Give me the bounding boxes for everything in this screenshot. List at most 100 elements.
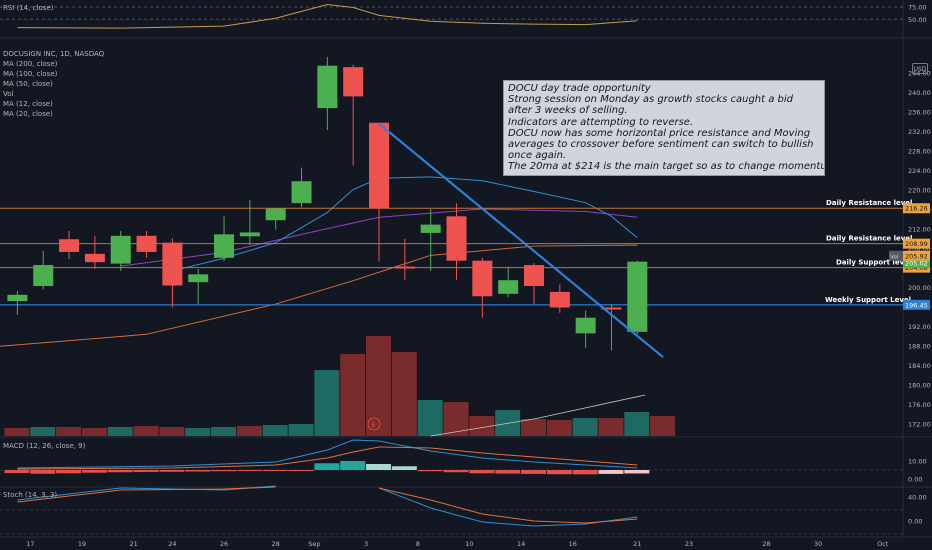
time-tick-label: Sep [308, 540, 320, 548]
note-line: Indicators are attempting to reverse. [508, 116, 694, 128]
candle-body [317, 65, 338, 109]
macd-histogram-bar [236, 470, 262, 471]
note-line: after 3 weeks of selling. [508, 105, 628, 117]
current-price-text: 205.02 [905, 260, 928, 268]
candle-body [524, 265, 544, 287]
macd-histogram-bar [546, 470, 572, 475]
candle-body [84, 253, 105, 263]
candle-body [549, 291, 570, 308]
indicator-ma12: MA (12, close) [3, 100, 53, 108]
time-tick-label: 21 [129, 540, 137, 548]
macd-histogram-bar [340, 461, 366, 470]
candle-body [343, 67, 364, 97]
level-label: Weekly Support Level [825, 296, 911, 304]
downtrend-line [378, 122, 664, 359]
note-line: DOCU now has some horizontal price resis… [508, 127, 811, 139]
currency-button[interactable]: USD [912, 63, 928, 74]
macd-histogram-bar [56, 470, 82, 474]
candle-body [214, 234, 235, 258]
volume-ma-line [430, 394, 646, 437]
volume-bar [133, 426, 159, 436]
price-tick-label: 176.00 [908, 401, 931, 409]
macd-histogram-bar [624, 470, 650, 474]
time-tick-label: 30 [814, 540, 822, 548]
volume-bar [159, 427, 185, 436]
macd-label: MACD (12, 26, close, 9) [3, 442, 86, 450]
vol-badge-text: Vol [890, 254, 899, 260]
current-price-badge [903, 258, 930, 269]
candle-body [265, 208, 286, 221]
time-tick-label: 28 [272, 540, 280, 548]
macd-tick-label: 0.00 [908, 476, 922, 484]
level-price-text: 216.26 [905, 205, 928, 213]
time-tick-label: 3 [364, 540, 368, 548]
earnings-marker-letter: E [372, 421, 376, 429]
indicator-vol: Vol [3, 90, 14, 98]
candle-body [136, 235, 157, 252]
candle-body [601, 307, 622, 310]
candle-body [369, 122, 390, 209]
candle-body [575, 317, 596, 334]
time-tick-label: 26 [220, 540, 228, 548]
stoch-d-line [17, 486, 276, 503]
volume-bar [314, 370, 340, 436]
volume-bar [391, 352, 417, 436]
level-label: Daily Resistance level [826, 235, 912, 243]
time-tick-label: 17 [26, 540, 34, 548]
volume-bar [107, 427, 133, 436]
rsi-label: RSI (14, close) [3, 4, 54, 12]
rsi-tick-label: 75.00 [908, 4, 927, 12]
volume-bar [262, 425, 288, 436]
price-tick-label: 200.00 [908, 284, 931, 292]
level-label: Daily Resistance level [826, 199, 912, 207]
volume-bar [30, 427, 56, 436]
macd-histogram-bar [366, 464, 392, 470]
volume-bar [211, 427, 237, 436]
price-tick-label: 172.00 [908, 421, 931, 429]
macd-histogram-bar [133, 470, 159, 472]
rsi-line [17, 4, 638, 29]
macd-histogram-bar [417, 470, 443, 472]
macd-histogram-bar [598, 470, 624, 474]
time-tick-label: 8 [416, 540, 420, 548]
candle-body [420, 224, 441, 233]
price-tick-label: 208.00 [908, 245, 931, 253]
time-tick-label: 16 [569, 540, 577, 548]
volume-bar [81, 428, 107, 436]
price-tick-label: 192.00 [908, 323, 931, 331]
candle-body [7, 294, 28, 302]
price-tick-label: 180.00 [908, 382, 931, 390]
volume-bar [650, 416, 676, 436]
volume-bar [598, 418, 624, 436]
price-tick-label: 220.00 [908, 187, 931, 195]
time-tick-label: 23 [685, 540, 693, 548]
stoch-k-line [378, 487, 638, 527]
candle-body [110, 235, 131, 264]
macd-histogram-bar [469, 470, 495, 474]
time-tick-label: 10 [465, 540, 473, 548]
macd-histogram-bar [211, 470, 237, 472]
volume-bar [56, 427, 82, 436]
vol-badge [889, 250, 903, 261]
price-badge-text: 205.92 [905, 252, 928, 260]
macd-histogram-bar [572, 470, 598, 475]
candle-body [627, 261, 648, 332]
annotation-note: DOCU day trade opportunity Strong sessio… [503, 80, 825, 176]
note-line: The 20ma at $214 is the main target so a… [508, 161, 825, 173]
stoch-d-line [378, 487, 638, 524]
price-tick-label: 188.00 [908, 343, 931, 351]
time-tick-label: 24 [168, 540, 176, 548]
macd-histogram-bar [443, 470, 469, 473]
earnings-marker-icon [367, 417, 381, 431]
level-label: Daily Support level [836, 259, 911, 267]
level-price-badge [903, 238, 930, 249]
candle-body [239, 232, 260, 237]
macd-histogram-bar [4, 470, 30, 473]
note-line: DOCU day trade opportunity [508, 83, 651, 94]
price-tick-label: 212.00 [908, 226, 931, 234]
macd-histogram-bar [288, 470, 314, 471]
note-line: averages to crossover before sentiment c… [508, 139, 814, 151]
time-tick-label: 19 [78, 540, 86, 548]
moving-average-line [0, 244, 638, 347]
